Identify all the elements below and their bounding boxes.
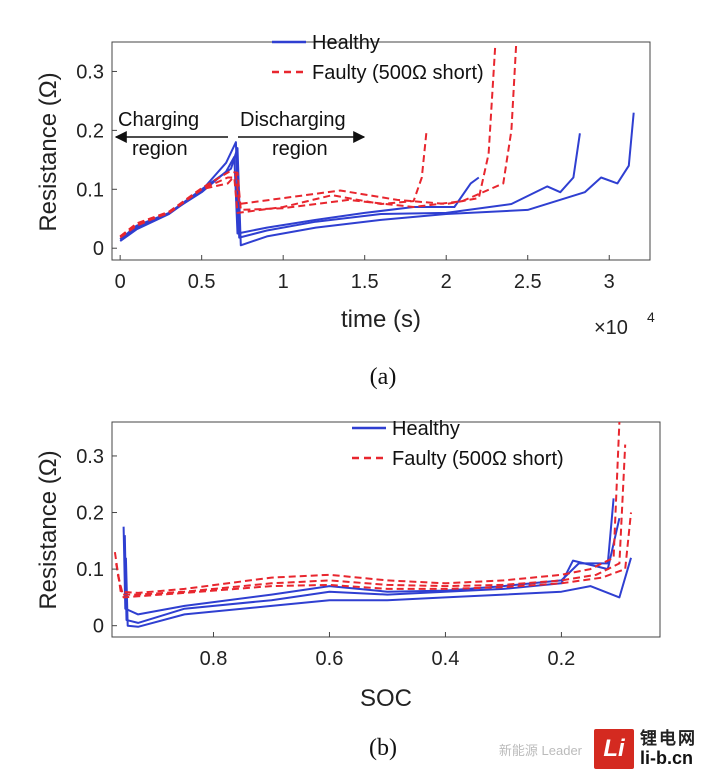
chart-b-series-healthy-line-1 (123, 517, 621, 624)
chart-b-y-tick-label: 0.3 (76, 446, 104, 468)
chart-a-annotation-discharging: Discharging region (238, 109, 366, 160)
chart-a-frame (111, 41, 651, 261)
chart-a-x-tick-label: 1 (278, 271, 289, 293)
chart-b-y-tick-label: 0 (93, 616, 104, 638)
chart-a-x-multiplier-exponent: 4 (647, 309, 655, 325)
watermark-logo: Li (594, 729, 634, 769)
chart-a-y-tick-label: 0 (93, 238, 104, 260)
chart-a-annotation-charging: Charging region (114, 109, 228, 160)
chart-a: 0 0.5 1 1.5 2 2.5 3 0 0.1 0.2 0.3 time (s) Resist… (35, 32, 655, 390)
chart-a-y-axis-label: Resistance (Ω) (35, 72, 62, 231)
chart-a-x-tick-label: 0 (115, 271, 126, 293)
chart-a-x-tick-label: 3 (604, 271, 615, 293)
chart-b-x-ticks: 0.8 0.6 0.4 0.2 (200, 632, 576, 670)
chart-b-y-tick-label: 0.1 (76, 559, 104, 581)
chart-a-x-ticks: 0 0.5 1 1.5 2 2.5 3 (115, 255, 615, 293)
chart-a-annotation-charging-line1: Charging (118, 109, 199, 131)
chart-a-series-faulty-line-4 (119, 47, 497, 239)
chart-b-legend-healthy-label: Healthy (392, 418, 460, 440)
chart-a-annotation-discharging-line2: region (272, 138, 328, 160)
chart-b-legend: Healthy Faulty (500Ω short) (352, 418, 564, 470)
watermark-url: li-b.cn (640, 748, 693, 768)
chart-a-y-tick-label: 0.3 (76, 61, 104, 83)
watermark-small-text: 新能源 Leader (498, 742, 582, 758)
chart-b-x-tick-label: 0.4 (432, 648, 460, 670)
chart-a-legend-faulty-label: Faulty (500Ω short) (312, 62, 484, 84)
chart-a-legend: Healthy Faulty (500Ω short) (272, 32, 484, 84)
chart-a-series-faulty-line-5 (119, 41, 518, 238)
watermark-text: 锂电网 li-b.cn (640, 730, 697, 768)
chart-b-x-axis-label: SOC (360, 685, 412, 712)
chart-b: 0.8 0.6 0.4 0.2 0 0.1 0.2 0.3 SOC Resistance (… (35, 418, 661, 761)
chart-b-series-faulty-line-4 (115, 444, 627, 596)
chart-b-series-healthy-line-2 (124, 557, 632, 628)
chart-b-series (113, 421, 632, 628)
chart-b-legend-faulty-label: Faulty (500Ω short) (392, 448, 564, 470)
chart-b-x-tick-label: 0.8 (200, 648, 228, 670)
chart-b-series-faulty-line-5 (116, 512, 632, 599)
chart-b-x-tick-label: 0.2 (548, 648, 576, 670)
chart-b-y-tick-label: 0.2 (76, 503, 104, 525)
chart-a-x-tick-label: 2.5 (514, 271, 542, 293)
chart-a-legend-healthy-label: Healthy (312, 32, 380, 54)
chart-b-series-healthy-line-0 (122, 498, 615, 616)
chart-b-panel-label: (b) (369, 735, 397, 761)
chart-a-x-tick-label: 0.5 (188, 271, 216, 293)
watermark-cn-text: 锂电网 (640, 729, 697, 749)
chart-b-x-tick-label: 0.6 (316, 648, 344, 670)
chart-b-series-faulty-line-3 (113, 421, 621, 594)
chart-a-y-ticks: 0 0.1 0.2 0.3 (76, 61, 117, 260)
chart-a-x-tick-label: 2 (441, 271, 452, 293)
chart-a-series (119, 41, 635, 247)
watermark: 新能源 Leader Li 锂电网 li-b.cn (499, 727, 697, 771)
chart-b-y-ticks: 0 0.1 0.2 0.3 (76, 446, 117, 638)
chart-b-y-axis-label: Resistance (Ω) (35, 450, 62, 609)
chart-a-y-tick-label: 0.1 (76, 179, 104, 201)
chart-a-x-axis-label: time (s) (341, 306, 421, 333)
chart-a-x-tick-label: 1.5 (351, 271, 379, 293)
chart-a-series-faulty-line-3 (119, 130, 428, 238)
chart-a-panel-label: (a) (370, 364, 397, 390)
chart-a-y-tick-label: 0.2 (76, 120, 104, 142)
chart-a-annotation-charging-line2: region (132, 138, 188, 160)
chart-a-x-multiplier: ×10 (594, 317, 628, 339)
chart-a-annotation-discharging-line1: Discharging (240, 109, 346, 131)
